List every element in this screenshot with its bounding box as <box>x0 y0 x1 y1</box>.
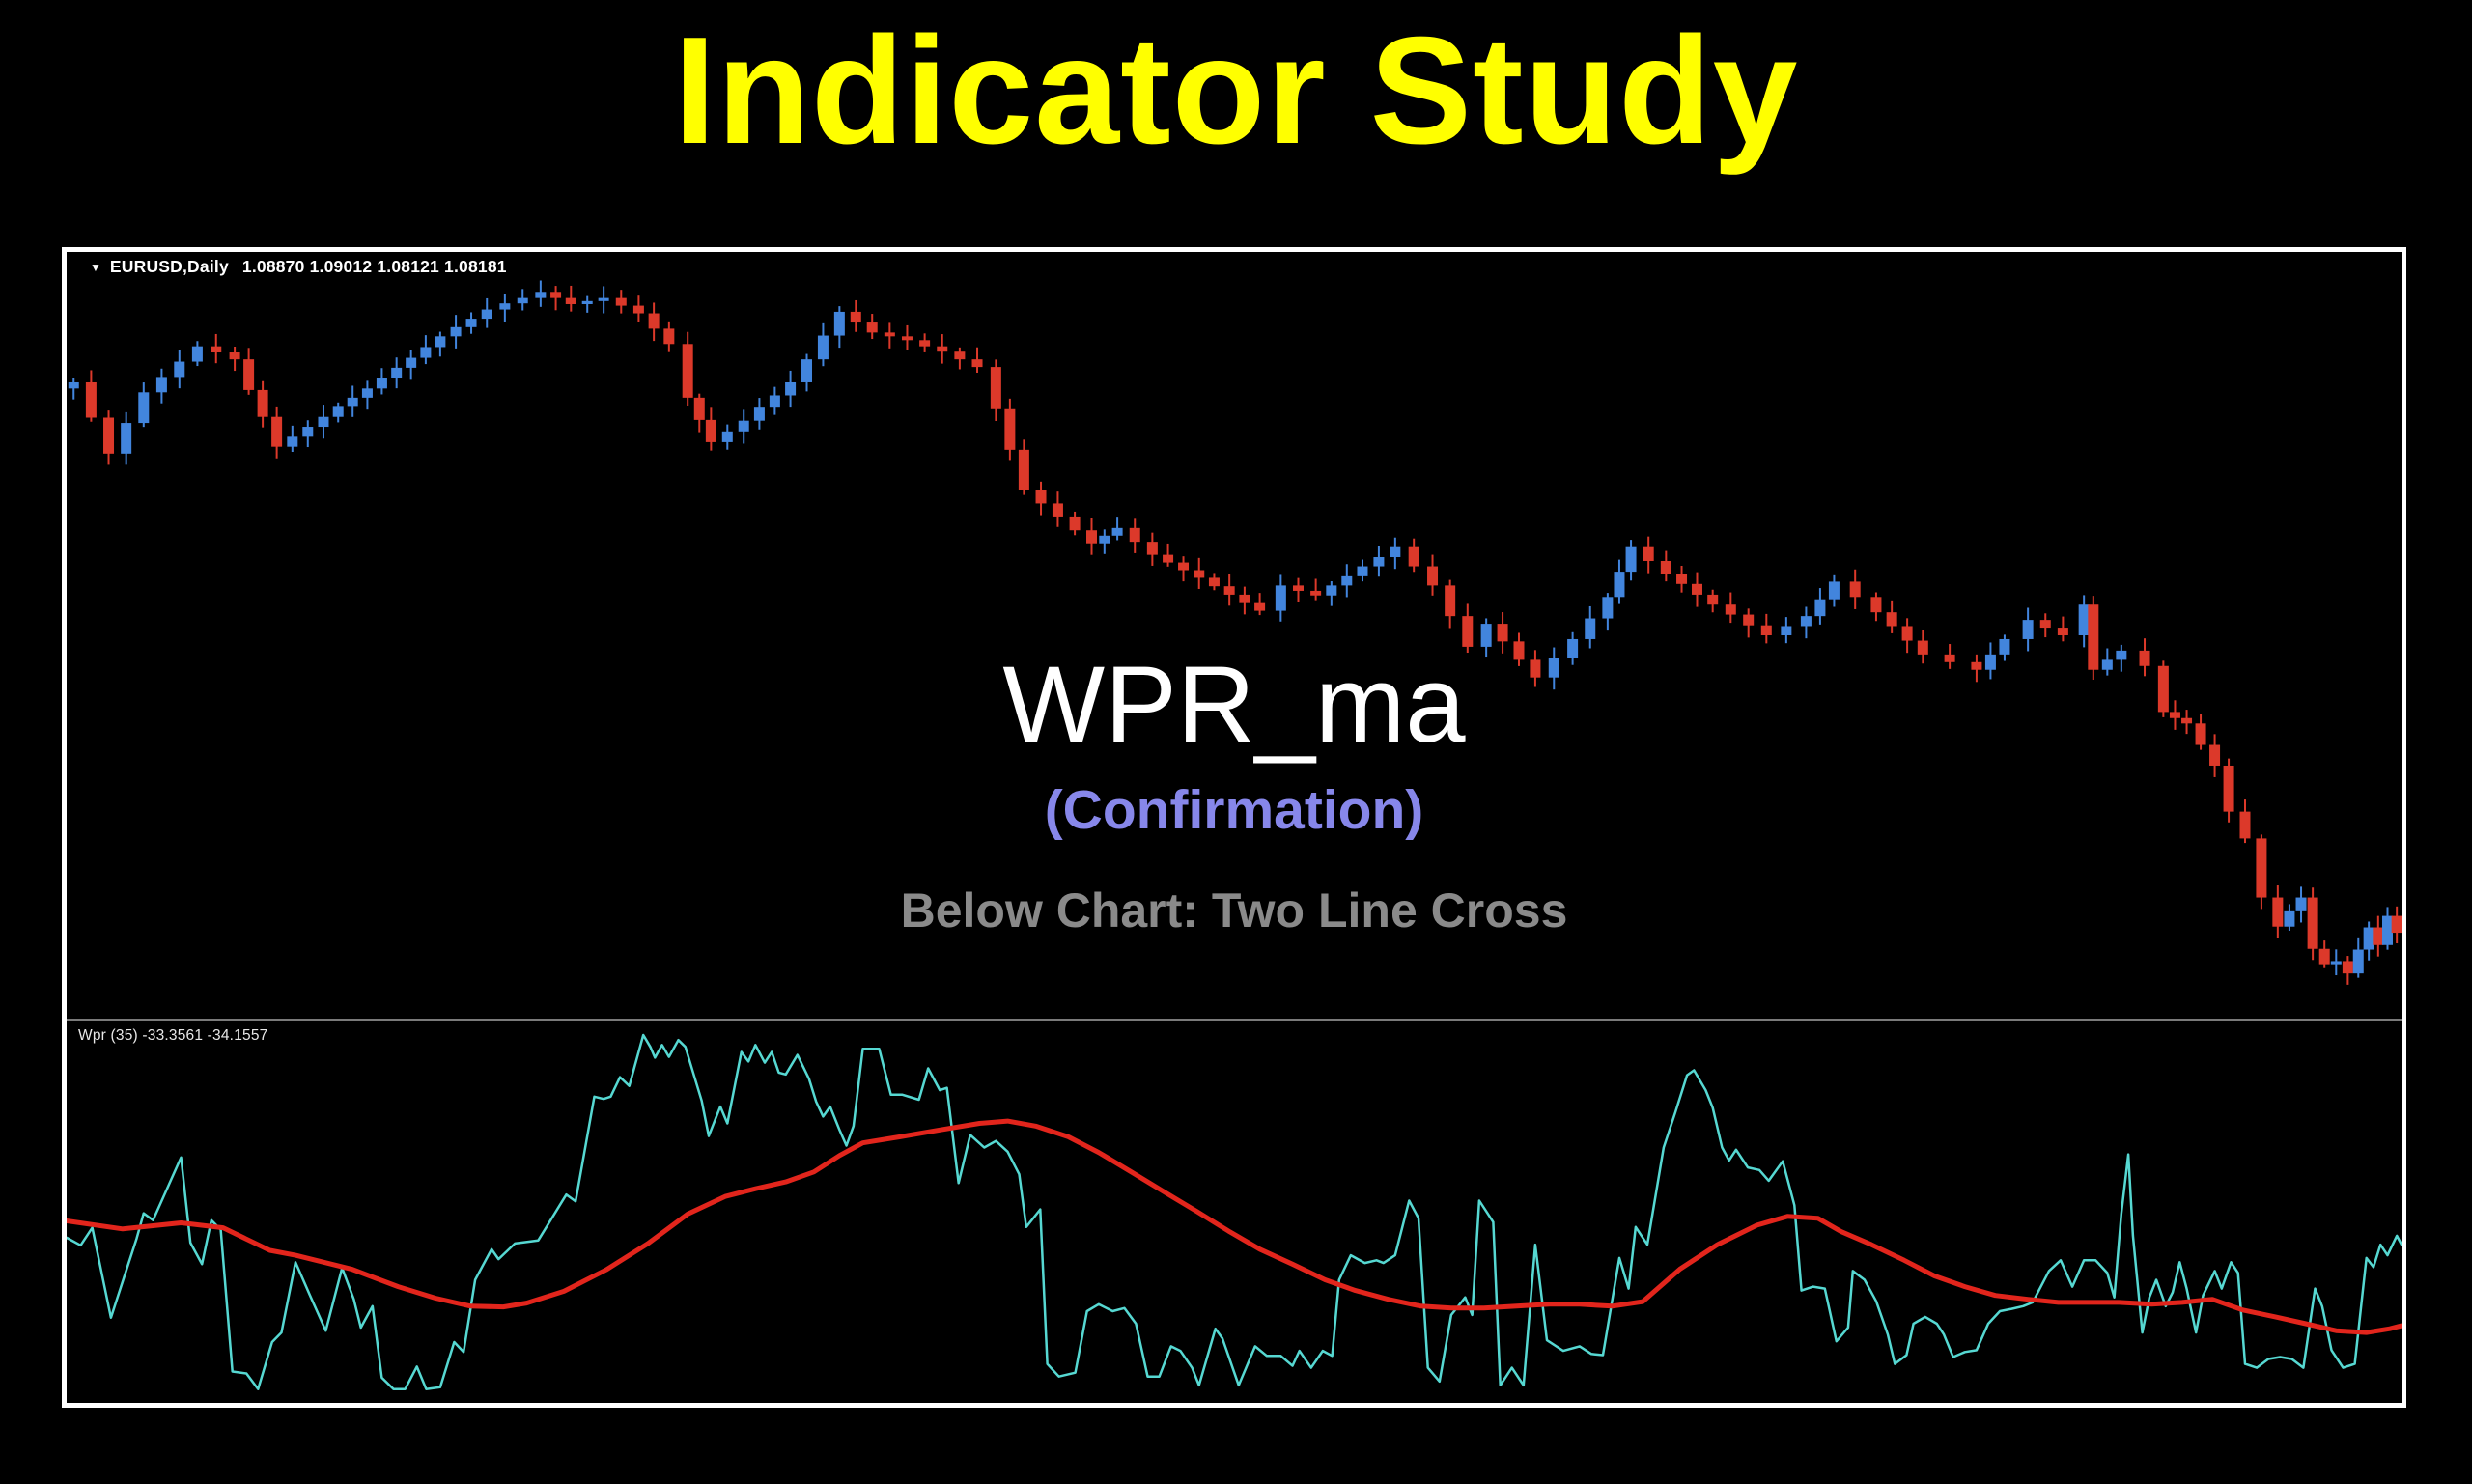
candlestick-chart <box>68 280 2402 985</box>
indicator-pane: Wpr (35) -33.3561 -34.1557 <box>67 1021 2402 1403</box>
overlay-indicator-name: WPR_ma <box>1002 644 1466 765</box>
overlay-note-label: Below Chart: Two Line Cross <box>900 882 1568 938</box>
indicator-label: Wpr (35) -33.3561 -34.1557 <box>78 1027 268 1044</box>
overlay-confirmation-label: (Confirmation) <box>1044 778 1424 841</box>
symbol-dropdown-icon[interactable]: ▼ <box>90 260 101 274</box>
chart-window: ▼ EURUSD,Daily 1.08870 1.09012 1.08121 1… <box>62 247 2406 1408</box>
chart-text-overlay: WPR_ma (Confirmation) Below Chart: Two L… <box>67 644 2402 938</box>
pane-separator <box>67 1019 2402 1021</box>
symbol-label: EURUSD,Daily <box>109 257 229 276</box>
ohlc-readout: 1.08870 1.09012 1.08121 1.08181 <box>241 257 507 276</box>
main-chart-pane: ▼ EURUSD,Daily 1.08870 1.09012 1.08121 1… <box>67 252 2402 1019</box>
symbol-row: ▼ EURUSD,Daily 1.08870 1.09012 1.08121 1… <box>90 257 507 277</box>
page-title: Indicator Study <box>673 6 1799 176</box>
wpr-line-chart <box>67 1033 2402 1390</box>
